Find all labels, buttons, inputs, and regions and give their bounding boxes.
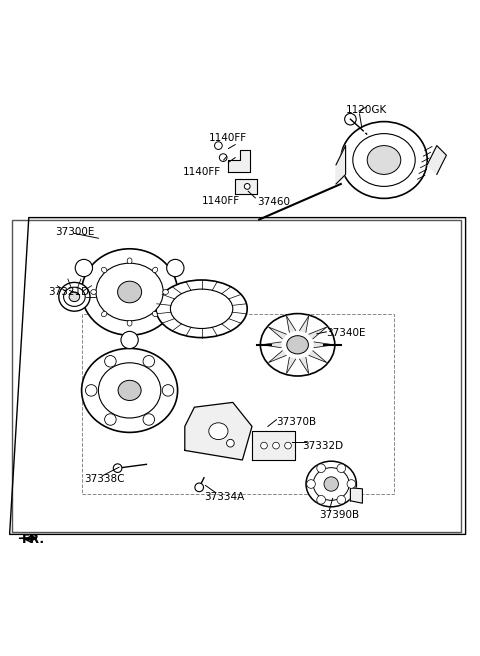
Polygon shape bbox=[350, 488, 362, 503]
Circle shape bbox=[307, 480, 315, 488]
Circle shape bbox=[75, 259, 93, 277]
Circle shape bbox=[345, 113, 356, 125]
Ellipse shape bbox=[82, 348, 178, 432]
Ellipse shape bbox=[153, 267, 158, 273]
Ellipse shape bbox=[127, 258, 132, 264]
Polygon shape bbox=[262, 342, 281, 348]
Polygon shape bbox=[300, 316, 309, 332]
Text: 37370B: 37370B bbox=[276, 417, 316, 426]
Text: 37390B: 37390B bbox=[319, 510, 360, 520]
Circle shape bbox=[143, 414, 155, 425]
Text: 1140FF: 1140FF bbox=[202, 195, 240, 206]
Polygon shape bbox=[252, 431, 295, 460]
Polygon shape bbox=[268, 351, 286, 363]
Ellipse shape bbox=[91, 289, 96, 295]
Circle shape bbox=[285, 442, 291, 449]
Polygon shape bbox=[314, 342, 334, 348]
Text: 37334A: 37334A bbox=[204, 492, 244, 502]
Circle shape bbox=[261, 442, 267, 449]
Ellipse shape bbox=[261, 314, 335, 376]
Polygon shape bbox=[309, 351, 327, 363]
Ellipse shape bbox=[367, 146, 401, 174]
Polygon shape bbox=[287, 358, 296, 373]
Ellipse shape bbox=[59, 282, 90, 311]
Text: 1140FF: 1140FF bbox=[182, 167, 220, 177]
Circle shape bbox=[113, 464, 122, 472]
Polygon shape bbox=[235, 179, 257, 194]
Polygon shape bbox=[427, 146, 446, 174]
Ellipse shape bbox=[127, 320, 132, 326]
Text: 37338C: 37338C bbox=[84, 474, 124, 484]
Polygon shape bbox=[309, 327, 327, 338]
Ellipse shape bbox=[313, 468, 349, 501]
Circle shape bbox=[105, 356, 116, 367]
Text: 37332D: 37332D bbox=[302, 441, 344, 451]
Polygon shape bbox=[300, 358, 309, 373]
Circle shape bbox=[244, 184, 250, 190]
Ellipse shape bbox=[118, 380, 141, 400]
Ellipse shape bbox=[153, 312, 158, 317]
Circle shape bbox=[337, 464, 346, 472]
Ellipse shape bbox=[209, 423, 228, 440]
Ellipse shape bbox=[98, 363, 161, 418]
Circle shape bbox=[227, 440, 234, 447]
Ellipse shape bbox=[96, 263, 163, 321]
Ellipse shape bbox=[101, 312, 107, 317]
Polygon shape bbox=[336, 146, 346, 184]
Circle shape bbox=[121, 331, 138, 348]
Circle shape bbox=[273, 442, 279, 449]
Ellipse shape bbox=[82, 249, 178, 335]
Ellipse shape bbox=[353, 134, 415, 186]
Ellipse shape bbox=[69, 292, 80, 302]
Text: FR.: FR. bbox=[22, 533, 45, 546]
Polygon shape bbox=[268, 327, 286, 338]
Circle shape bbox=[324, 477, 338, 491]
Ellipse shape bbox=[170, 289, 233, 329]
Text: 1120GK: 1120GK bbox=[346, 104, 387, 115]
Ellipse shape bbox=[287, 336, 309, 354]
Ellipse shape bbox=[163, 289, 168, 295]
Circle shape bbox=[219, 154, 227, 161]
Circle shape bbox=[317, 464, 325, 472]
Circle shape bbox=[195, 483, 204, 492]
Polygon shape bbox=[185, 402, 252, 460]
Ellipse shape bbox=[156, 280, 247, 338]
Circle shape bbox=[167, 259, 184, 277]
Circle shape bbox=[215, 142, 222, 150]
Polygon shape bbox=[287, 316, 296, 332]
Ellipse shape bbox=[101, 267, 107, 273]
Circle shape bbox=[347, 480, 356, 488]
Circle shape bbox=[105, 414, 116, 425]
Text: 37460: 37460 bbox=[257, 197, 290, 207]
Ellipse shape bbox=[63, 287, 85, 306]
Text: 37321D: 37321D bbox=[48, 287, 89, 297]
Circle shape bbox=[162, 384, 174, 396]
Text: 37300E: 37300E bbox=[55, 227, 95, 237]
Circle shape bbox=[143, 356, 155, 367]
Ellipse shape bbox=[118, 281, 142, 303]
Ellipse shape bbox=[341, 121, 427, 198]
Circle shape bbox=[337, 495, 346, 504]
Circle shape bbox=[85, 384, 97, 396]
Ellipse shape bbox=[306, 461, 356, 507]
Text: 1140FF: 1140FF bbox=[209, 133, 247, 144]
Polygon shape bbox=[228, 150, 250, 172]
Text: 37340E: 37340E bbox=[326, 328, 366, 338]
Circle shape bbox=[317, 495, 325, 504]
